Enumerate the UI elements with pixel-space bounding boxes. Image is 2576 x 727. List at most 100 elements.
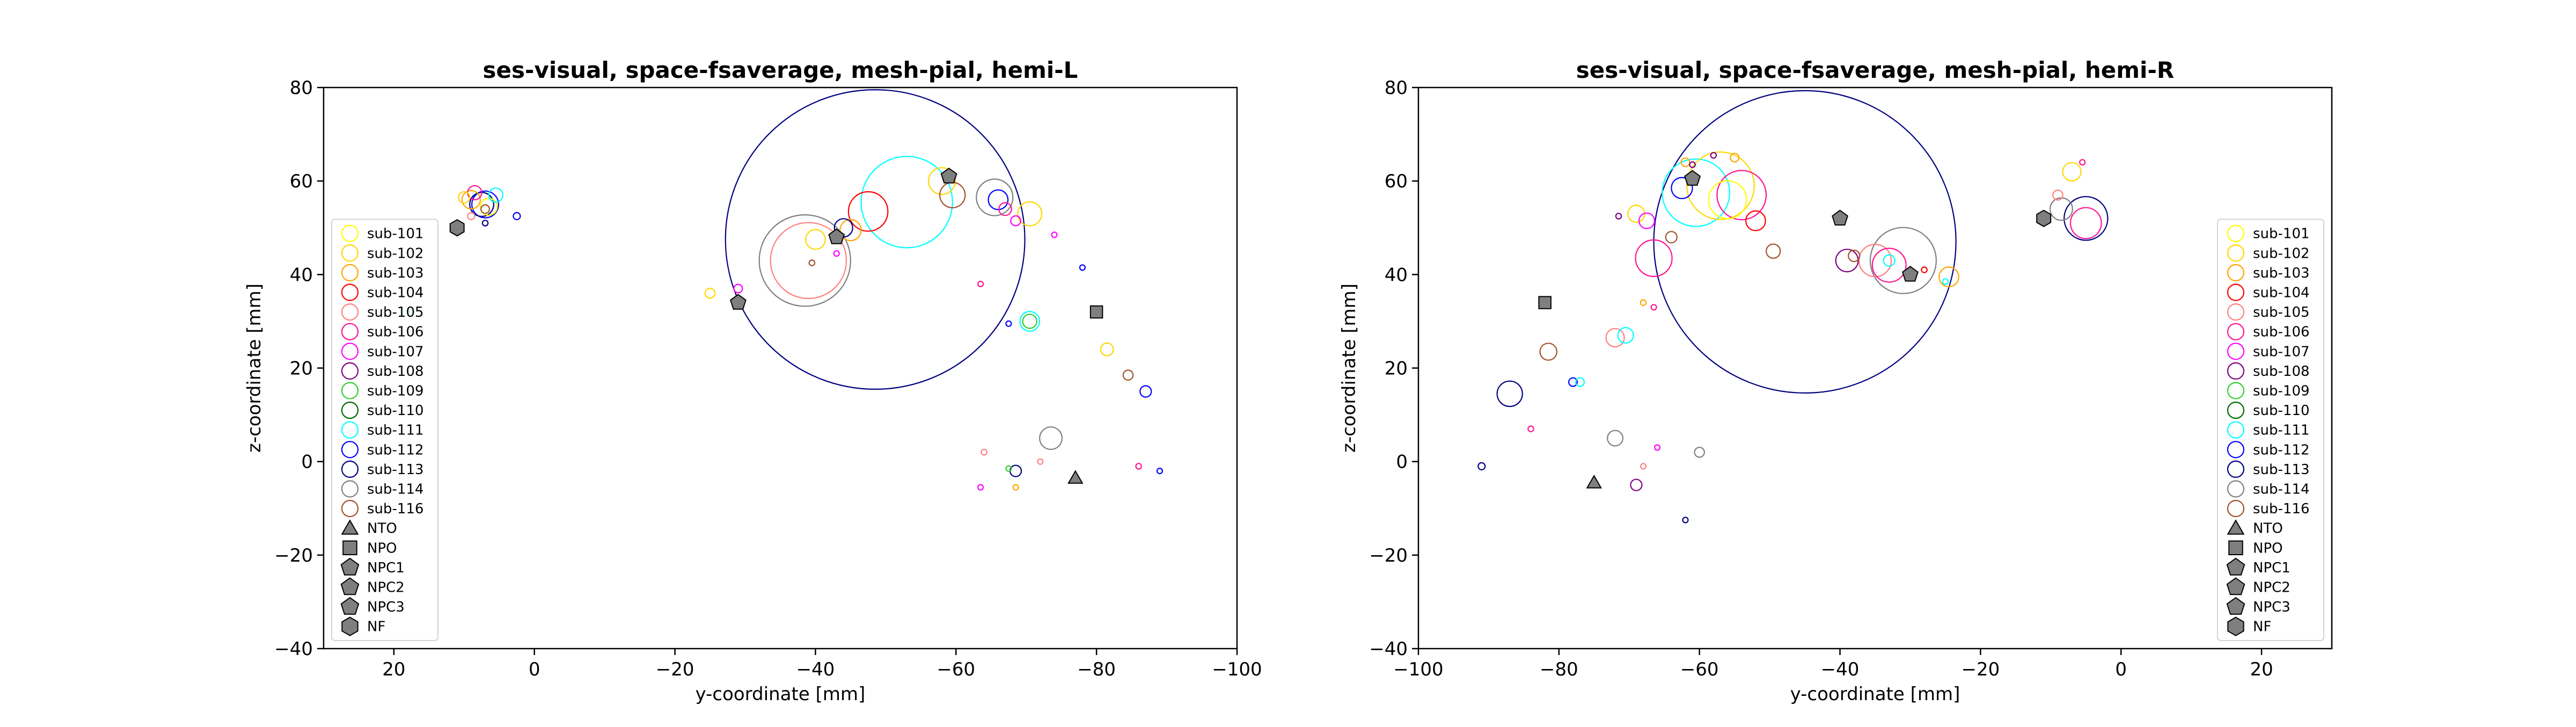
- legend-box: [331, 219, 438, 641]
- reference-marker-npc3: [940, 168, 957, 184]
- subject-point: [987, 189, 1009, 210]
- legend-marker: [2227, 303, 2245, 321]
- legend-label: sub-106: [367, 324, 424, 340]
- data-layer: [408, 89, 1163, 491]
- subject-point: [1869, 227, 1937, 294]
- reference-marker-npo: [1089, 305, 1103, 319]
- legend-marker: [2227, 264, 2245, 281]
- reference-marker-npc1: [1832, 209, 1848, 226]
- subject-point: [1653, 90, 1957, 394]
- legend-marker: [2227, 480, 2245, 498]
- subject-point: [1883, 254, 1896, 267]
- legend-marker: [2227, 224, 2245, 242]
- subject-point: [805, 229, 826, 250]
- legend-marker: [2227, 519, 2245, 535]
- legend-marker: [342, 540, 357, 556]
- subject-point: [980, 448, 987, 456]
- subject-point: [977, 280, 984, 287]
- legend-marker: [340, 557, 360, 576]
- legend-label: sub-103: [367, 265, 424, 281]
- legend-marker: [2227, 401, 2245, 419]
- y-tick-label: −40: [274, 638, 313, 660]
- subject-point: [1710, 151, 1717, 159]
- legend-label: sub-109: [367, 383, 424, 399]
- y-tick-label: −20: [274, 545, 313, 566]
- plot-panel-right: −100 −80 −60 −40 −20 0 20 −40 −20 0 20 40 60 80 ses-vi…: [1338, 57, 2333, 705]
- subject-point: [1942, 278, 1949, 285]
- legend-label: NPC2: [2253, 580, 2290, 596]
- legend-label: sub-110: [367, 403, 424, 419]
- legend-label: NPC3: [367, 599, 405, 615]
- legend-label: sub-102: [367, 245, 424, 261]
- reference-marker-nto: [1586, 475, 1602, 489]
- subject-point: [1079, 264, 1086, 271]
- legend-label: sub-102: [2253, 245, 2310, 261]
- legend-marker: [341, 616, 358, 636]
- subject-point: [479, 198, 498, 216]
- legend-label: NPC1: [367, 560, 405, 576]
- x-tick-label: −100: [1212, 659, 1262, 680]
- subject-point: [1871, 248, 1907, 283]
- legend-marker: [2227, 244, 2245, 262]
- subject-point: [1022, 314, 1038, 329]
- subject-point: [1848, 249, 1861, 263]
- subject-point: [1716, 170, 1767, 221]
- subject-point: [480, 204, 491, 214]
- subject-point: [1630, 478, 1643, 491]
- plot-panel-left: 20 0 −20 −40 −60 −80 −100 −40 −20 0 20 40 60 80 ses-vi…: [244, 57, 1262, 705]
- x-tick-label: −80: [1540, 659, 1578, 680]
- y-tick-label: 60: [290, 171, 313, 192]
- legend-label: sub-112: [2253, 442, 2310, 458]
- legend-marker: [2226, 577, 2245, 595]
- subject-point: [808, 259, 816, 266]
- subject-point: [758, 214, 852, 307]
- legend-marker: [341, 519, 359, 535]
- x-tick-label: −20: [1962, 659, 2000, 680]
- legend-marker: [2226, 557, 2245, 576]
- legend-label: sub-106: [2253, 324, 2310, 340]
- legend-label: sub-105: [2253, 304, 2310, 321]
- legend: sub-101 sub-102 sub-103 sub-104 sub-105 sub-1…: [331, 219, 438, 641]
- legend-label: sub-111: [2253, 423, 2310, 439]
- subject-point: [1017, 201, 1043, 227]
- legend-marker: [341, 480, 359, 498]
- legend-label: sub-110: [2253, 403, 2310, 419]
- x-tick-label: −60: [1680, 659, 1719, 680]
- legend-marker: [2227, 441, 2245, 459]
- y-tick-label: 20: [290, 358, 313, 380]
- subject-point: [976, 178, 1014, 216]
- legend-marker: [2228, 540, 2243, 556]
- legend-marker: [341, 401, 359, 419]
- legend-marker: [2227, 616, 2244, 636]
- subject-point: [847, 191, 889, 232]
- legend-label: sub-103: [2253, 265, 2310, 281]
- subject-point: [1765, 243, 1781, 259]
- subject-point: [1156, 467, 1163, 475]
- subject-point: [1680, 157, 1690, 168]
- x-tick-label: −80: [1077, 659, 1116, 680]
- legend-label: NPO: [367, 540, 397, 556]
- legend-marker: [341, 421, 359, 439]
- subject-point: [1615, 213, 1622, 220]
- subject-point: [1745, 210, 1766, 231]
- legend-label: sub-107: [367, 344, 424, 360]
- x-axis-label: y-coordinate [mm]: [696, 684, 866, 705]
- subject-point: [1527, 425, 1534, 432]
- legend-label: sub-107: [2253, 344, 2310, 360]
- y-tick-label: 20: [1385, 358, 1408, 380]
- legend-marker: [341, 244, 359, 262]
- legend-label: sub-104: [2253, 285, 2310, 301]
- subject-point: [467, 212, 475, 221]
- legend-marker: [340, 597, 360, 615]
- subject-point: [1575, 377, 1585, 387]
- legend-marker: [2227, 382, 2245, 399]
- subject-point: [1671, 177, 1693, 199]
- subject-point: [1005, 320, 1012, 327]
- subject-point: [1539, 343, 1557, 361]
- subject-point: [1640, 299, 1647, 306]
- y-tick-label: 40: [290, 264, 313, 286]
- subject-point: [488, 187, 504, 203]
- subject-point: [1689, 161, 1696, 168]
